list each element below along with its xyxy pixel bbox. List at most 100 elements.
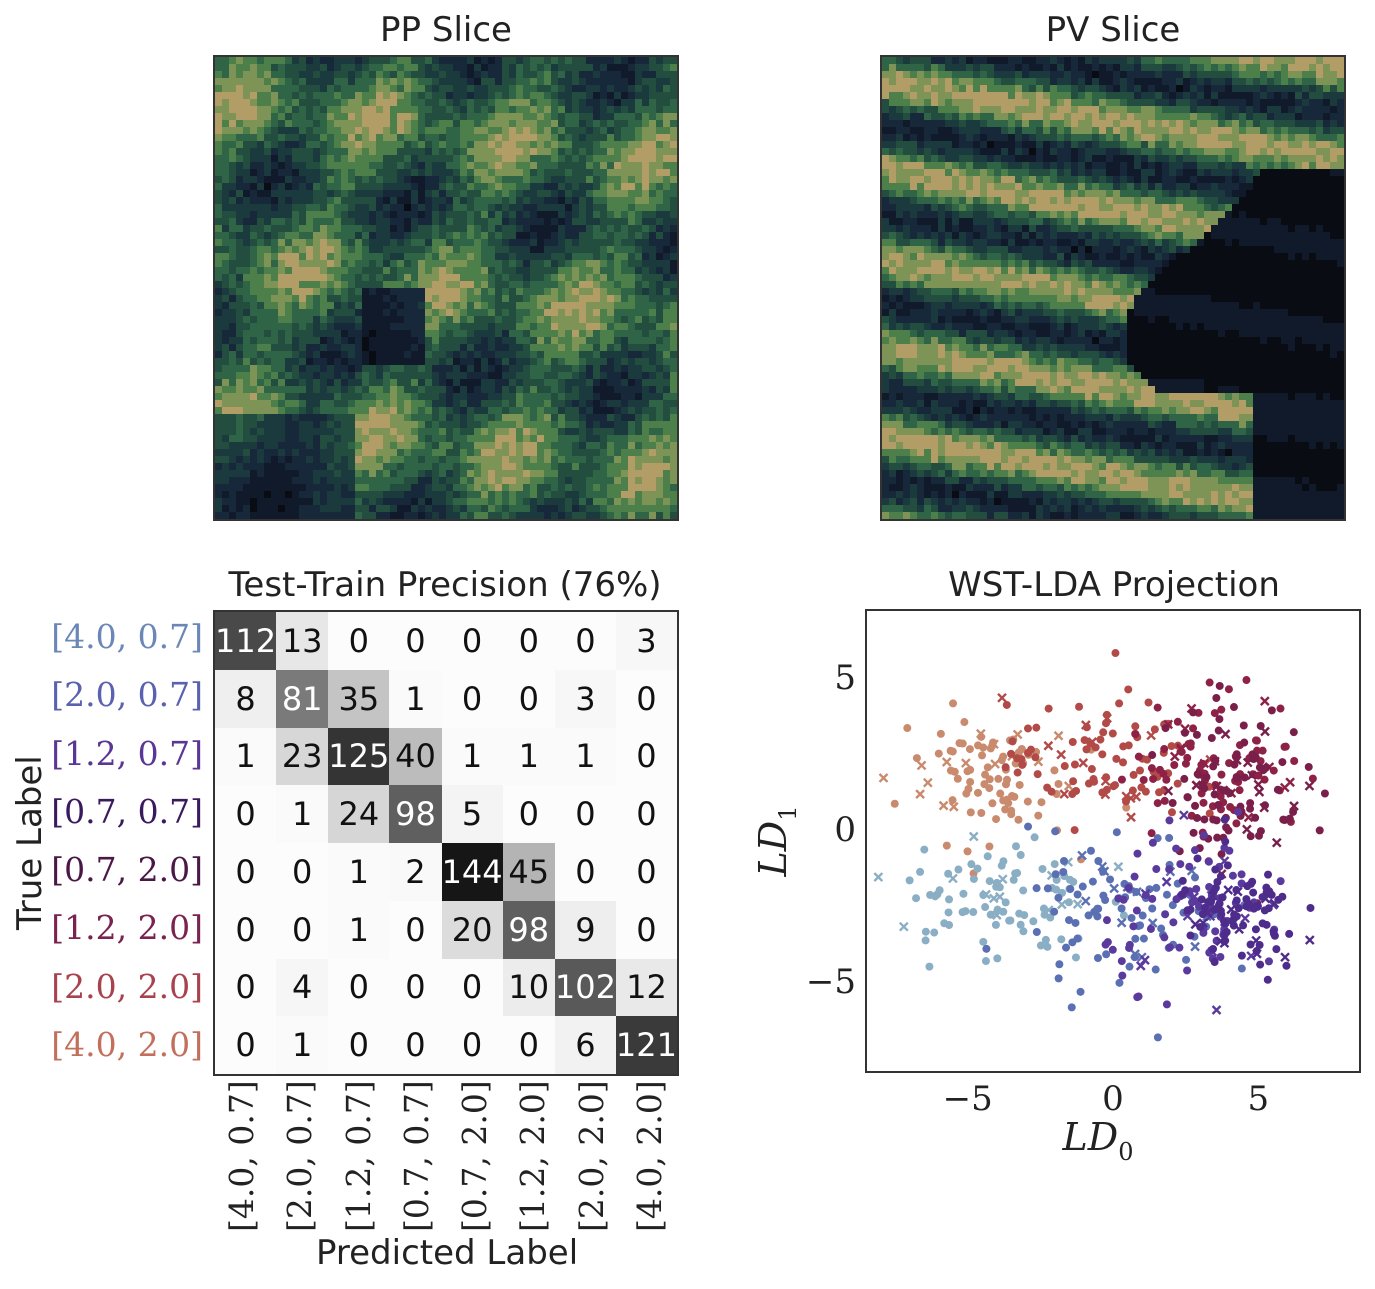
texture-cell — [987, 85, 995, 93]
texture-cell — [285, 498, 293, 506]
texture-cell — [1225, 99, 1233, 107]
texture-cell — [635, 491, 643, 499]
texture-cell — [959, 106, 967, 114]
texture-cell — [917, 85, 925, 93]
texture-cell — [495, 491, 503, 499]
texture-cell — [348, 288, 356, 296]
texture-cell — [586, 400, 594, 408]
texture-cell — [1001, 85, 1009, 93]
texture-cell — [278, 295, 286, 303]
texture-cell — [348, 253, 356, 261]
texture-cell — [509, 407, 517, 415]
texture-cell — [341, 323, 349, 331]
texture-cell — [502, 407, 510, 415]
texture-cell — [292, 106, 300, 114]
texture-cell — [355, 127, 363, 135]
texture-cell — [306, 71, 314, 79]
texture-cell — [1155, 113, 1163, 121]
texture-cell — [432, 449, 440, 457]
texture-cell — [348, 155, 356, 163]
texture-cell — [544, 169, 552, 177]
texture-cell — [495, 148, 503, 156]
texture-cell — [474, 211, 482, 219]
texture-cell — [418, 337, 426, 345]
texture-cell — [488, 267, 496, 275]
texture-cell — [257, 512, 265, 519]
texture-cell — [481, 183, 489, 191]
texture-cell — [635, 323, 643, 331]
texture-cell — [488, 57, 496, 65]
texture-cell — [411, 358, 419, 366]
texture-cell — [383, 204, 391, 212]
texture-cell — [628, 225, 636, 233]
texture-cell — [586, 253, 594, 261]
texture-cell — [271, 344, 279, 352]
texture-cell — [292, 120, 300, 128]
texture-cell — [383, 351, 391, 359]
texture-cell — [348, 239, 356, 247]
texture-cell — [530, 365, 538, 373]
texture-cell — [488, 246, 496, 254]
texture-cell — [663, 288, 671, 296]
texture-cell — [628, 421, 636, 429]
texture-cell — [1141, 92, 1149, 100]
texture-cell — [474, 113, 482, 121]
texture-cell — [600, 505, 608, 513]
texture-cell — [663, 407, 671, 415]
texture-cell — [1155, 99, 1163, 107]
texture-cell — [565, 64, 573, 72]
texture-cell — [229, 435, 237, 443]
texture-cell — [446, 505, 454, 513]
texture-cell — [404, 498, 412, 506]
texture-cell — [460, 155, 468, 163]
texture-cell — [1330, 106, 1338, 114]
texture-cell — [474, 71, 482, 79]
texture-cell — [488, 225, 496, 233]
texture-cell — [320, 491, 328, 499]
texture-cell — [285, 323, 293, 331]
texture-cell — [481, 71, 489, 79]
texture-cell — [663, 316, 671, 324]
texture-cell — [376, 302, 384, 310]
texture-cell — [425, 442, 433, 450]
texture-cell — [488, 85, 496, 93]
texture-cell — [614, 141, 622, 149]
texture-cell — [509, 386, 517, 394]
texture-cell — [355, 260, 363, 268]
texture-cell — [467, 498, 475, 506]
texture-cell — [271, 505, 279, 513]
texture-cell — [1169, 92, 1177, 100]
texture-cell — [348, 484, 356, 492]
texture-cell — [418, 428, 426, 436]
texture-cell — [425, 484, 433, 492]
texture-cell — [250, 92, 258, 100]
texture-cell — [607, 344, 615, 352]
texture-cell — [1001, 57, 1009, 65]
texture-cell — [313, 267, 321, 275]
texture-cell — [502, 344, 510, 352]
texture-cell — [565, 435, 573, 443]
texture-cell — [544, 484, 552, 492]
texture-cell — [1295, 64, 1303, 72]
texture-cell — [362, 400, 370, 408]
texture-cell — [607, 57, 615, 65]
texture-cell — [495, 442, 503, 450]
texture-cell — [278, 176, 286, 184]
texture-cell — [537, 407, 545, 415]
texture-cell — [530, 505, 538, 513]
texture-cell — [642, 400, 650, 408]
texture-cell — [460, 197, 468, 205]
texture-cell — [635, 414, 643, 422]
texture-cell — [453, 484, 461, 492]
texture-cell — [572, 414, 580, 422]
texture-cell — [355, 477, 363, 485]
texture-cell — [523, 148, 531, 156]
texture-cell — [271, 323, 279, 331]
texture-cell — [586, 232, 594, 240]
texture-cell — [565, 274, 573, 282]
texture-cell — [446, 267, 454, 275]
texture-cell — [418, 288, 426, 296]
texture-cell — [621, 225, 629, 233]
texture-cell — [551, 470, 559, 478]
texture-cell — [285, 267, 293, 275]
